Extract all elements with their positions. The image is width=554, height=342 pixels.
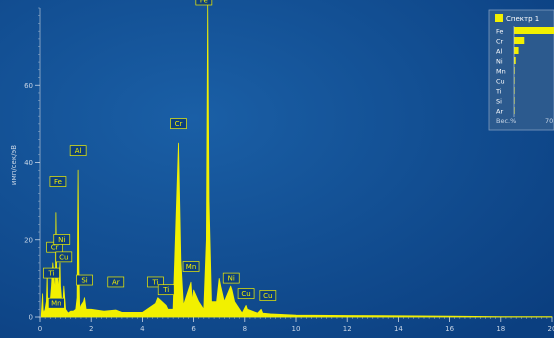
peak-label-text: Cr — [51, 244, 59, 252]
peak-label-box — [55, 251, 73, 263]
x-tick-label: 0 — [38, 325, 42, 333]
peak-label-box — [222, 272, 240, 284]
peak-label-text: Ni — [58, 236, 65, 244]
x-tick-label: 4 — [140, 325, 145, 333]
peak-label: Cu — [259, 290, 277, 301]
peak-label-text: Ti — [48, 270, 55, 278]
y-axis-label: имп/сек/эВ — [10, 145, 18, 185]
peak-label-box — [48, 297, 65, 309]
weight-percent-inset: Спектр 1 Fe Cr Al Ni Mn Cu Ti Si Ar Вес.% 70 — [488, 9, 554, 131]
peak-label-box — [53, 234, 71, 245]
peak-label-box — [147, 276, 164, 288]
peak-label-box — [259, 290, 277, 301]
peak-label-box — [170, 118, 187, 129]
peak-label-text: Mn — [186, 263, 196, 271]
peak-label: Ni — [222, 272, 240, 284]
x-tick-label: 16 — [445, 325, 454, 333]
x-tick-label: 18 — [496, 325, 505, 333]
inset-legend-swatch — [495, 14, 503, 22]
peak-label: Fe — [195, 0, 213, 6]
peak-label-text: Si — [81, 277, 87, 285]
x-tick-label: 10 — [292, 325, 301, 333]
inset-element-label: Fe — [496, 28, 503, 36]
peak-label-box — [195, 0, 213, 6]
peak-label: Al — [69, 145, 87, 156]
x-tick-label: 6 — [191, 325, 196, 333]
peak-label: Ti — [147, 276, 164, 288]
inset-title: Спектр 1 — [506, 15, 539, 23]
peak-label: Cu — [55, 251, 73, 263]
peak-label-box — [43, 267, 60, 279]
peak-label: Ni — [53, 234, 71, 245]
inset-rows: Fe Cr Al Ni Mn Cu Ti Si Ar — [495, 26, 554, 117]
peak-label-box — [76, 274, 93, 286]
x-tick-label: 12 — [343, 325, 352, 333]
inset-element-label: Mn — [496, 68, 506, 76]
peak-label-text: Al — [75, 147, 82, 155]
inset-element-label: Cu — [496, 78, 505, 86]
peak-label-box — [107, 276, 125, 288]
inset-element-label: Al — [496, 48, 502, 56]
peak-label-box — [237, 288, 255, 299]
x-tick-label: 2 — [89, 325, 93, 333]
inset-axis-label: Вес.% — [496, 117, 516, 125]
inset-bar — [514, 37, 525, 44]
inset-element-label: Cr — [496, 38, 504, 46]
peak-label-text: Ti — [151, 278, 158, 286]
inset-element-label: Ti — [495, 88, 502, 96]
peak-label: Si — [76, 274, 93, 286]
y-tick-label: 60 — [24, 82, 33, 90]
peak-label-box — [49, 176, 67, 187]
peak-label-text: Cu — [263, 292, 272, 300]
peak-label: Mn — [48, 297, 65, 309]
x-tick-label: 14 — [394, 325, 403, 333]
peak-label-text: Ti — [162, 286, 169, 294]
peak-label-text: Mn — [51, 300, 61, 308]
peak-label-text: Ar — [112, 278, 120, 286]
peak-label: Mn — [182, 261, 200, 272]
peak-label: Fe — [49, 176, 67, 187]
inset-element-label: Ar — [496, 108, 503, 116]
inset-element-label: Si — [496, 98, 502, 106]
spectrum-line — [40, 3, 553, 318]
peak-label-text: Cu — [241, 290, 250, 298]
peak-label-text: Cu — [59, 253, 68, 261]
inset-bar — [514, 47, 519, 54]
peak-label-box — [157, 284, 175, 296]
y-tick-label: 0 — [29, 314, 33, 322]
y-tick-label: 40 — [24, 159, 33, 167]
inset-element-label: Ni — [496, 58, 503, 66]
peak-label: Cu — [237, 288, 255, 299]
peak-label-text: Ni — [228, 275, 235, 283]
inset-bar — [514, 27, 554, 34]
peak-label-text: Cr — [175, 120, 183, 128]
x-tick-label: 8 — [243, 325, 247, 333]
peak-label: Cr — [170, 118, 187, 129]
peak-label-box — [182, 261, 200, 272]
peak-label: Ar — [107, 276, 125, 288]
peak-label-text: Fe — [54, 178, 62, 186]
y-tick-label: 20 — [24, 236, 33, 244]
inset-bar — [514, 67, 515, 74]
inset-axis-max: 70 — [545, 117, 553, 125]
x-tick-label: 20 — [548, 325, 554, 333]
peak-label-text: Fe — [200, 0, 208, 5]
inset-bar — [514, 57, 516, 64]
peak-label: Ti — [43, 267, 60, 279]
spectrum-series — [40, 3, 553, 318]
peak-label-box — [69, 145, 87, 156]
peak-label: Ti — [157, 284, 175, 296]
